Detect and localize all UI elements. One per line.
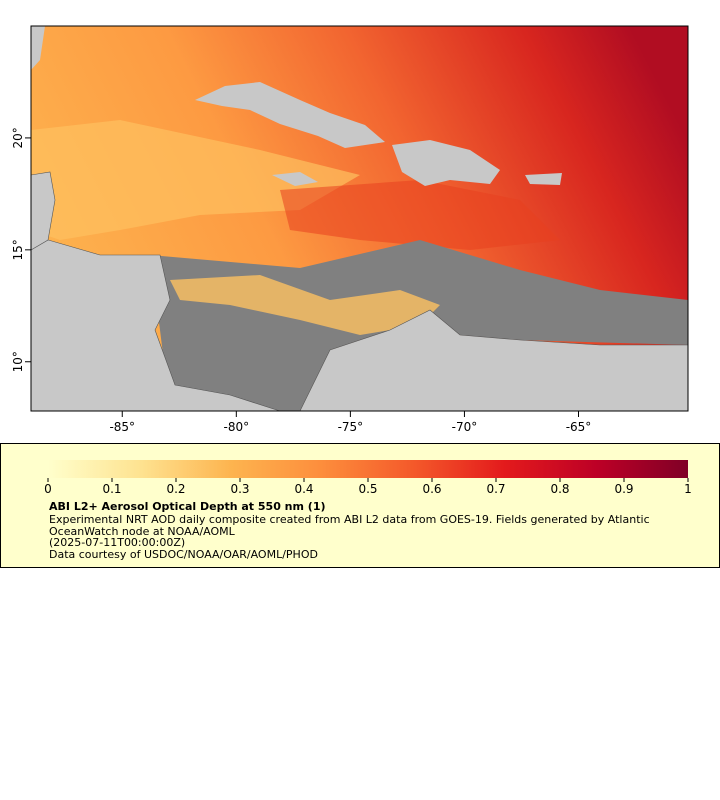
colorbar-tick-label: 0.2	[166, 482, 185, 496]
aod-patch	[170, 275, 440, 335]
aod-low-area	[31, 120, 360, 240]
x-tick-label: -70°	[452, 420, 478, 434]
legend-credit: Data courtesy of USDOC/NOAA/OAR/AOML/PHO…	[49, 548, 318, 561]
y-tick-label: 10°	[11, 351, 25, 372]
x-tick-label: -80°	[224, 420, 250, 434]
colorbar-tick-label: 0.6	[422, 482, 441, 496]
south-america	[299, 309, 688, 411]
colorbar-tick-label: 0.3	[230, 482, 249, 496]
colorbar	[48, 460, 688, 478]
colorbar-tick-label: 0.8	[550, 482, 569, 496]
colorbar-tick-label: 0.1	[102, 482, 121, 496]
map-frame	[30, 25, 689, 412]
colorbar-tick-label: 1	[684, 482, 692, 496]
central-america	[31, 234, 281, 411]
colorbar-tick-label: 0	[44, 482, 52, 496]
map-image	[31, 26, 688, 411]
legend-description: Experimental NRT AOD daily composite cre…	[49, 513, 650, 538]
no-data	[150, 240, 688, 411]
x-tick-label: -75°	[338, 420, 364, 434]
colorbar-tick-label: 0.4	[294, 482, 313, 496]
colorbar-ticks: 0 0.1 0.2 0.3 0.4 0.5 0.6 0.7 0.8 0.9 1	[44, 478, 692, 496]
colorbar-tick-label: 0.7	[486, 482, 505, 496]
y-tick-label: 15°	[11, 239, 25, 260]
puerto-rico	[525, 173, 562, 185]
legend-title: ABI L2+ Aerosol Optical Depth at 550 nm …	[49, 500, 326, 513]
colorbar-tick-label: 0.9	[614, 482, 633, 496]
hispaniola	[392, 140, 500, 186]
legend-time: (2025-07-11T00:00:00Z)	[49, 536, 186, 549]
jamaica	[272, 172, 318, 186]
y-tick-label: 20°	[11, 127, 25, 148]
colorbar-tick-label: 0.5	[358, 482, 377, 496]
x-tick-label: -85°	[109, 420, 135, 434]
x-tick-label: -65°	[566, 420, 592, 434]
florida-edge	[31, 26, 45, 70]
aod-high-area	[280, 180, 560, 250]
yucatan	[31, 171, 56, 251]
cuba	[195, 82, 385, 148]
axes: -85° -80° -75° -70° -65° 10° 15° 20°	[11, 127, 591, 434]
